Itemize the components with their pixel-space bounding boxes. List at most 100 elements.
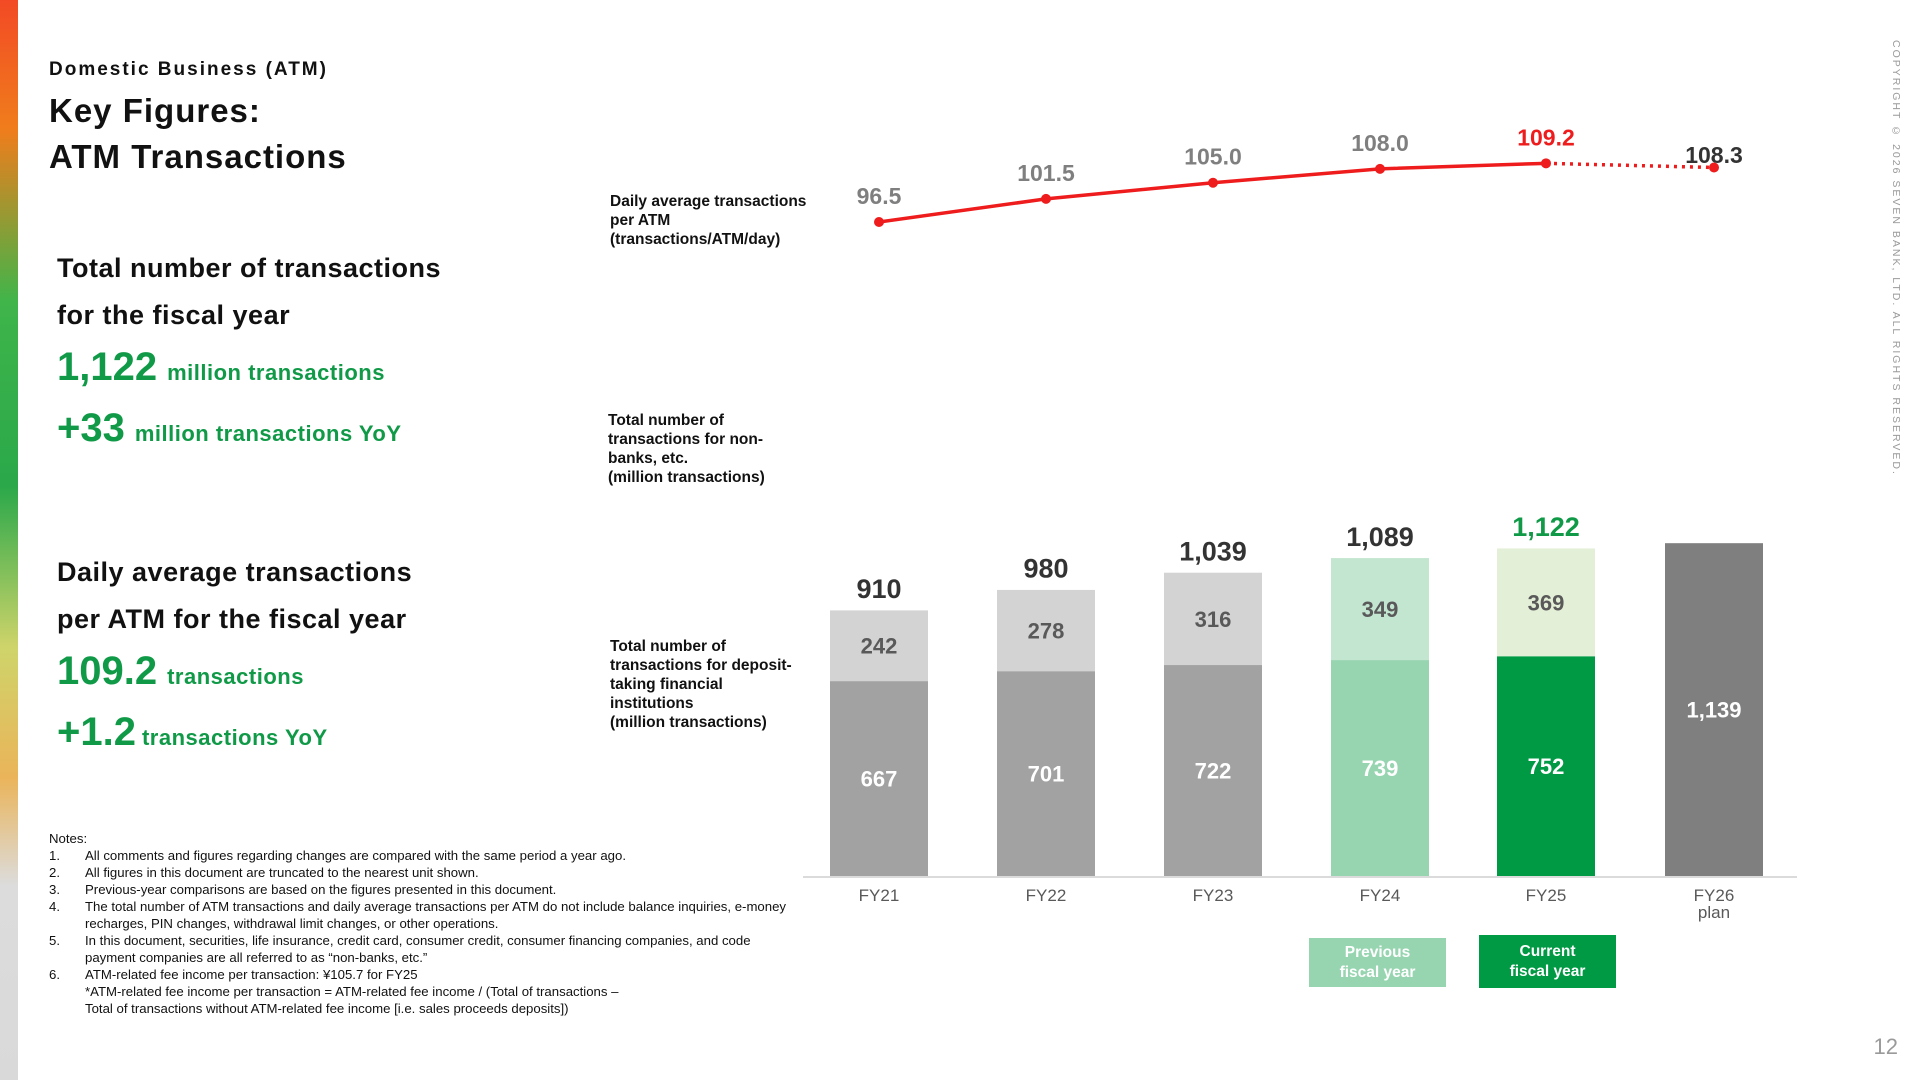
note-number: 5. [49,933,60,948]
kpi-total-block: Total number of transactions for the fis… [57,245,441,451]
kpi-daily-unit: transactions [167,664,304,689]
series-label-nonbank-line: banks, etc. [608,450,689,467]
bar-nonbank-label: 242 [861,634,898,659]
line-series-actual [878,161,1547,224]
series-label-deposit-line: transactions for deposit- [610,657,792,674]
bar-deposit-label: 667 [861,767,898,792]
x-tick-label: FY23 [1193,886,1234,905]
x-tick-label: FY26 [1694,886,1735,905]
bar-deposit-label: 752 [1528,754,1565,779]
notes-sub-line-2: Total of transactions without ATM-relate… [85,1001,569,1016]
bar-nonbank-segment [997,589,1095,672]
line-point-label: 96.5 [857,183,902,209]
series-label-nonbank: Total number of transactions for non- ba… [608,411,765,487]
bar-nonbank-segment [1164,572,1262,666]
bar-total-label: 1,089 [1346,522,1414,552]
note-number: 2. [49,865,60,880]
kpi-daily-value-row: 109.2 transactions [57,649,412,694]
legend-current-fiscal-year: Current fiscal year [1479,935,1616,988]
legend-previous-fiscal-year: Previous fiscal year [1309,938,1446,987]
note-item: 6. ATM-related fee income per transaction… [49,966,789,983]
kpi-total-unit: million transactions [167,360,385,385]
bar-total-label: 1,039 [1179,536,1247,566]
accent-stripe [0,0,18,1080]
note-number: 4. [49,899,60,914]
bar-deposit-label: 722 [1195,759,1232,784]
bar-plan-total [1665,543,1763,876]
notes-heading: Notes: [49,831,88,846]
note-text: All comments and figures regarding chang… [85,848,626,863]
line-point [1041,193,1051,204]
line-point [1208,177,1218,188]
bar-nonbank-segment [1331,558,1429,661]
series-label-nonbank-line: (million transactions) [608,469,765,486]
series-label-daily-line: (transactions/ATM/day) [610,231,781,248]
series-label-deposit: Total number of transactions for deposit… [610,637,792,732]
line-point-label: 108.0 [1351,130,1409,156]
note-text: All figures in this document are truncat… [85,865,479,880]
kpi-daily-change-row: +1.2 transactions YoY [57,710,412,755]
x-tick-sublabel: plan [1698,903,1730,922]
bar-nonbank-segment [1497,548,1595,657]
series-label-daily-line: per ATM [610,212,671,229]
line-point-label: 101.5 [1017,160,1075,186]
x-tick-label: FY21 [859,886,900,905]
title-line-1: Key Figures: [49,92,261,129]
note-text: Previous-year comparisons are based on t… [85,882,557,897]
note-item: 1. All comments and figures regarding cha… [49,847,789,864]
line-point [1375,163,1385,174]
kpi-daily-heading: Daily average transactions per ATM for t… [57,549,412,643]
bar-nonbank-label: 278 [1028,619,1065,644]
bar-deposit-label: 701 [1028,762,1065,787]
kpi-total-change: +33 [57,406,125,450]
bar-deposit-segment [1164,665,1262,876]
series-label-deposit-line: (million transactions) [610,714,767,731]
note-number: 3. [49,882,60,897]
bar-total-label: 1,122 [1512,512,1580,542]
page-title: Key Figures: ATM Transactions [49,88,347,180]
line-point-label: 109.2 [1517,124,1575,150]
kpi-total-change-unit: million transactions YoY [134,421,402,446]
bar-deposit-label: 739 [1362,756,1399,781]
series-label-nonbank-line: transactions for non- [608,431,764,448]
note-item: 3. Previous-year comparisons are based on… [49,881,789,898]
note-number: 6. [49,967,60,982]
notes: Notes: 1. All comments and figures regard… [49,830,789,1017]
kpi-daily-heading-line-2: per ATM for the fiscal year [57,604,407,634]
note-text: In this document, securities, life insur… [85,933,751,965]
notes-sub-line-1: *ATM-related fee income per transaction … [85,984,619,999]
legend-previous-line: Previous [1344,943,1411,961]
line-point [874,217,884,227]
line-point-label: 108.3 [1685,142,1743,168]
section-label: Domestic Business (ATM) [49,59,328,80]
note-item: 2. All figures in this document are trunc… [49,864,789,881]
x-tick-label: FY22 [1026,886,1067,905]
note-number: 1. [49,848,60,863]
line-point-label: 105.0 [1184,144,1242,170]
note-item: 5. In this document, securities, life ins… [49,932,789,966]
legend-current-line: fiscal year [1509,962,1586,980]
series-label-daily: Daily average transactions per ATM (tran… [610,192,806,249]
series-label-deposit-line: Total number of [610,638,726,655]
bar-nonbank-label: 316 [1195,607,1232,632]
bar-deposit-segment [997,671,1095,876]
kpi-total-heading-line-1: Total number of transactions [57,253,442,283]
title-line-2: ATM Transactions [49,138,347,175]
kpi-total-change-row: +33 million transactions YoY [57,406,441,451]
kpi-total-value-row: 1,122 million transactions [57,345,441,390]
x-tick-label: FY24 [1360,886,1401,905]
copyright-notice: COPYRIGHT © 2026 SEVEN BANK, LTD. ALL RI… [1890,40,1902,476]
bar-deposit-segment [1331,660,1429,876]
bar-nonbank-segment [830,610,928,682]
page-number: 12 [1873,1034,1898,1059]
kpi-total-heading: Total number of transactions for the fis… [57,245,441,339]
kpi-daily-change: +1.2 [57,710,136,754]
bar-total-label: 910 [856,574,901,604]
bar-deposit-segment [1497,656,1595,876]
x-tick-label: FY25 [1526,886,1567,905]
notes-list: 1. All comments and figures regarding cha… [49,847,789,983]
note-text: ATM-related fee income per transaction: … [85,967,418,982]
kpi-daily-change-unit: transactions YoY [141,725,328,750]
kpi-daily-block: Daily average transactions per ATM for t… [57,549,412,755]
